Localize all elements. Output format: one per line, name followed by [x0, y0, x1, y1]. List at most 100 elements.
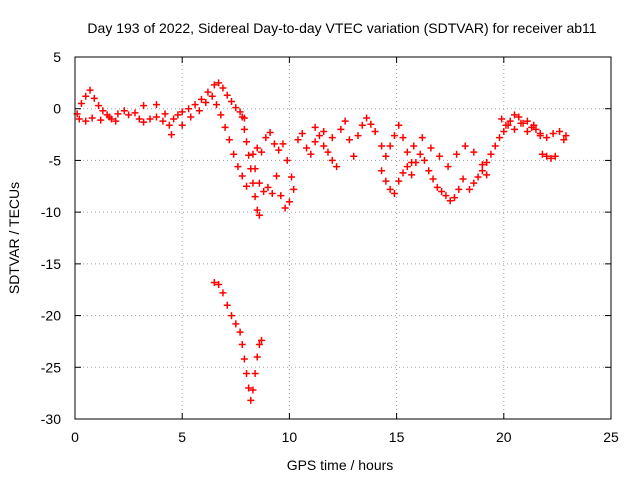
data-point [523, 127, 531, 135]
data-point [496, 134, 504, 142]
data-point [438, 187, 446, 195]
data-point [298, 130, 306, 138]
y-tick-label: -20 [41, 308, 61, 324]
data-point [146, 115, 154, 123]
data-point [536, 130, 544, 138]
data-point [140, 118, 148, 126]
data-point [345, 136, 353, 144]
data-point [420, 156, 428, 164]
data-point [260, 187, 268, 195]
data-point [453, 150, 461, 158]
chart-title: Day 193 of 2022, Sidereal Day-to-day VTE… [87, 20, 596, 36]
data-point [114, 110, 122, 118]
data-point [367, 120, 375, 128]
data-point [204, 88, 212, 96]
data-point [386, 142, 394, 150]
data-point [288, 173, 296, 181]
data-point [178, 108, 186, 116]
y-tick-label: 0 [53, 101, 61, 117]
data-point [399, 134, 407, 142]
data-point [238, 341, 246, 349]
data-point [210, 278, 218, 286]
data-point [268, 190, 276, 198]
data-point [191, 101, 199, 109]
y-tick-label: -25 [41, 359, 61, 375]
data-point [333, 163, 341, 171]
data-point [255, 211, 263, 219]
data-point [461, 142, 469, 150]
y-tick-label: -15 [41, 256, 61, 272]
data-point [378, 167, 386, 175]
data-point [378, 142, 386, 150]
data-point [285, 198, 293, 206]
data-point [228, 97, 236, 105]
data-point [228, 312, 236, 320]
data-point [290, 185, 298, 193]
data-point [478, 167, 486, 175]
data-point [245, 151, 253, 159]
data-point [354, 132, 362, 140]
data-point [161, 110, 169, 118]
data-point [470, 148, 478, 156]
data-point [165, 121, 173, 129]
data-point [243, 369, 251, 377]
data-point [511, 125, 519, 133]
data-point [444, 163, 452, 171]
data-point [328, 134, 336, 142]
data-point [243, 138, 251, 146]
data-point [523, 117, 531, 125]
data-point [425, 167, 433, 175]
data-point [315, 132, 323, 140]
data-point [97, 116, 105, 124]
data-point [221, 123, 229, 131]
data-point [416, 150, 424, 158]
data-point [238, 113, 246, 121]
x-tick-label: 20 [496, 429, 512, 445]
data-point [382, 177, 390, 185]
data-point [478, 161, 486, 169]
data-point [386, 185, 394, 193]
data-point [341, 117, 349, 125]
data-point [403, 163, 411, 171]
data-point [371, 127, 379, 135]
data-point [249, 386, 257, 394]
data-point [258, 148, 266, 156]
data-point [215, 79, 223, 87]
data-point [427, 144, 435, 152]
data-point [459, 175, 467, 183]
data-point [223, 301, 231, 309]
data-point [125, 111, 133, 119]
data-point [470, 179, 478, 187]
data-point [530, 121, 538, 129]
data-point [465, 185, 473, 193]
data-point [208, 92, 216, 100]
data-point [517, 119, 525, 127]
data-point [238, 172, 246, 180]
data-point [311, 123, 319, 131]
data-point [382, 152, 390, 160]
data-point [77, 100, 85, 108]
data-point [403, 148, 411, 156]
data-point [251, 369, 259, 377]
data-point [215, 281, 223, 289]
data-point [90, 94, 98, 102]
data-point [253, 144, 261, 152]
data-point [210, 81, 218, 89]
data-points [73, 79, 570, 404]
data-point [82, 92, 90, 100]
data-point [247, 396, 255, 404]
data-point [152, 101, 160, 109]
data-point [455, 185, 463, 193]
data-point [474, 173, 482, 181]
data-point [543, 134, 551, 142]
data-point [358, 121, 366, 129]
data-point [202, 99, 210, 107]
data-point [178, 121, 186, 129]
data-point [429, 175, 437, 183]
data-point [213, 101, 221, 109]
x-tick-label: 25 [603, 429, 619, 445]
data-point [273, 172, 281, 180]
data-point [262, 134, 270, 142]
data-point [258, 336, 266, 344]
